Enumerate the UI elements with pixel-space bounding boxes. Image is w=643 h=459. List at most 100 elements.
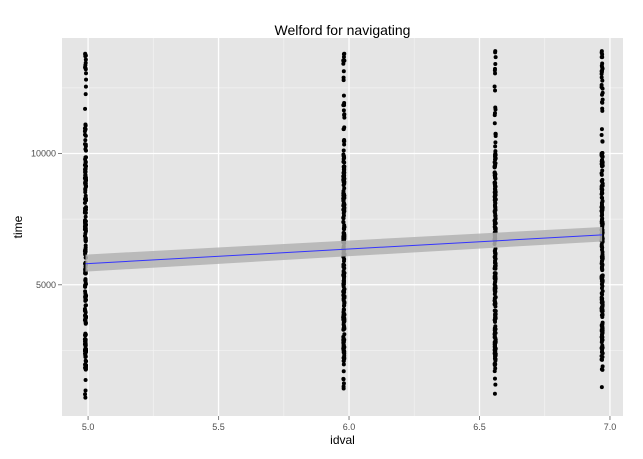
data-point [341,282,346,287]
data-point [83,220,88,225]
data-point [83,138,88,143]
data-point [83,173,88,178]
data-point [600,274,605,279]
x-tick-label: 5.5 [212,422,225,432]
data-point [341,307,346,312]
data-point [493,362,498,367]
data-point [600,100,605,105]
data-point [599,133,604,138]
data-point [599,85,604,90]
data-point [83,92,88,97]
data-point [341,54,346,59]
data-point [83,57,88,62]
data-point [83,338,88,343]
data-point [342,125,347,130]
data-point [83,66,88,71]
data-point [600,177,605,182]
data-point [342,112,347,117]
data-point [82,308,87,313]
data-point [342,274,347,279]
data-point [493,172,498,177]
data-point [492,327,497,332]
data-point [83,295,88,300]
data-point [83,155,88,160]
data-point [493,319,498,324]
data-point [342,168,347,173]
data-point [600,61,605,66]
data-point [492,180,497,185]
data-point [599,282,604,287]
data-point [341,213,346,218]
data-point [341,270,346,275]
data-point [82,132,87,137]
data-point [599,75,604,80]
data-point [492,208,497,213]
data-point [342,225,347,230]
data-point [493,88,498,93]
data-point [493,304,498,309]
data-point [493,132,498,137]
data-point [599,127,604,132]
data-point [83,392,88,397]
data-point [492,332,497,337]
data-point [492,344,497,349]
x-tick-label: 6.0 [343,422,356,432]
data-point [599,195,604,200]
data-point [83,378,88,383]
data-point [599,183,604,188]
data-point [83,106,88,111]
data-point [341,188,346,193]
data-point [493,62,498,67]
data-point [493,290,498,295]
data-point [600,289,605,294]
data-point [600,168,605,173]
x-tick-label: 5.0 [82,422,95,432]
data-point [342,294,347,299]
data-point [599,172,604,177]
data-point [342,142,347,147]
data-point [83,196,88,201]
data-point [600,312,605,317]
data-point [493,50,498,55]
data-point [493,175,498,180]
data-point [599,340,604,345]
data-point [83,224,88,229]
data-point [492,249,497,254]
data-point [341,75,346,80]
data-point [599,300,604,305]
data-point [83,332,88,337]
data-point [492,113,497,118]
data-point [83,237,88,242]
data-point [492,194,497,199]
data-point [493,213,498,218]
data-point [341,311,346,316]
data-point [493,184,498,189]
data-point [493,71,498,76]
data-point [83,291,88,296]
data-point [341,198,346,203]
data-point [83,214,88,219]
data-point [82,142,87,147]
data-point [341,108,346,113]
data-point [341,93,346,98]
data-point [493,351,498,356]
data-point [84,359,89,364]
data-point [492,164,497,169]
data-point [599,200,604,205]
data-point [341,159,346,164]
data-point [600,108,605,113]
data-point [341,69,346,74]
data-point [83,395,88,400]
axis-ticks: 5.0 5.5 6.0 6.5 7.0 5000 10000 [31,149,616,433]
data-point [341,339,346,344]
data-point [341,148,346,153]
data-point [492,68,497,73]
data-point [83,366,88,371]
data-point [599,367,604,372]
data-point [84,303,89,308]
data-point [600,323,605,328]
data-point [492,391,497,396]
trend-layer [85,227,603,272]
data-point [600,139,605,144]
